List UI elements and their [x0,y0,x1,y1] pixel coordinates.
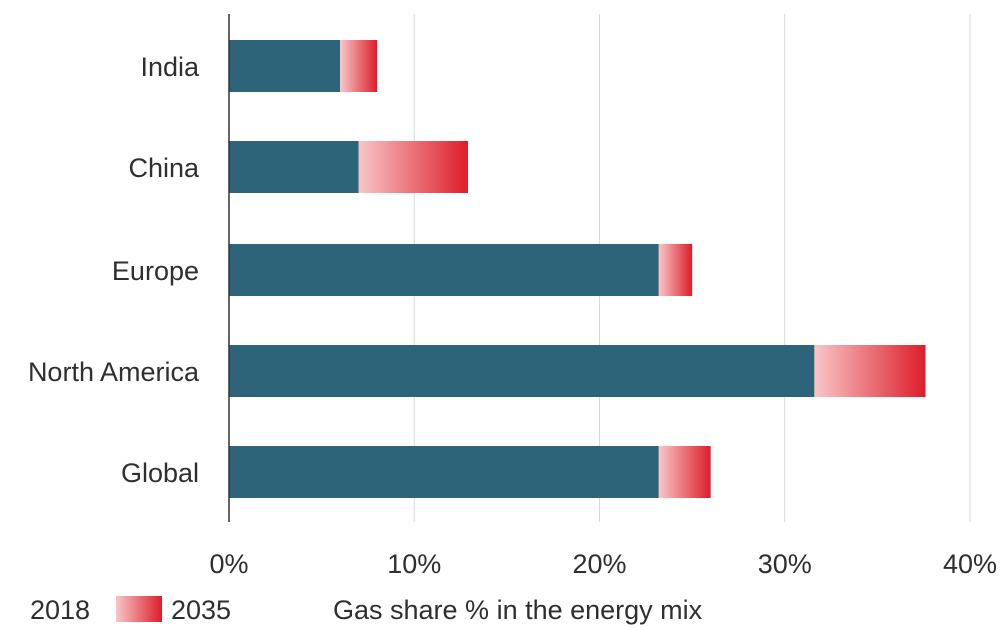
bar-2018 [229,40,341,92]
legend-gradient-swatch [116,596,162,622]
category-label: China [128,153,200,183]
bar-2018 [229,446,659,498]
x-tick-labels: 0% 10% 20% 30% 40% [209,549,997,579]
x-tick-label: 10% [387,549,441,579]
x-tick-label: 40% [943,549,997,579]
category-labels: India China Europe North America Global [28,52,200,488]
bar-increase-2035 [340,40,378,92]
bar-increase-2035 [814,345,926,397]
legend-end-label: 2035 [171,595,231,625]
category-label: North America [28,357,200,387]
category-label: India [140,52,200,82]
bar-increase-2035 [658,446,711,498]
legend: 2018 2035 Gas share % in the energy mix [30,595,703,625]
bar-increase-2035 [658,244,693,296]
bars [229,40,926,498]
bar-2018 [229,141,359,193]
x-tick-label: 0% [209,549,248,579]
bar-2018 [229,345,815,397]
category-label: Global [121,458,199,488]
x-tick-label: 20% [572,549,626,579]
x-axis-title: Gas share % in the energy mix [333,595,703,625]
category-label: Europe [112,256,199,286]
bar-2018 [229,244,659,296]
legend-start-label: 2018 [30,595,90,625]
bar-increase-2035 [358,141,468,193]
x-tick-label: 30% [758,549,812,579]
